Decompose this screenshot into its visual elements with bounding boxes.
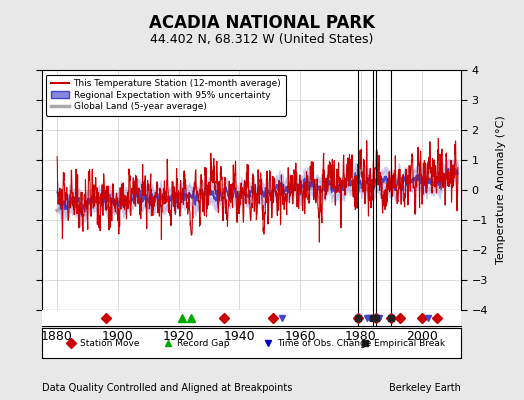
Text: Data Quality Controlled and Aligned at Breakpoints: Data Quality Controlled and Aligned at B… (42, 383, 292, 393)
Text: Berkeley Earth: Berkeley Earth (389, 383, 461, 393)
Text: 44.402 N, 68.312 W (United States): 44.402 N, 68.312 W (United States) (150, 33, 374, 46)
Y-axis label: Temperature Anomaly (°C): Temperature Anomaly (°C) (496, 116, 506, 264)
Text: Empirical Break: Empirical Break (374, 338, 445, 348)
Text: Station Move: Station Move (81, 338, 140, 348)
Text: 1940: 1940 (224, 330, 255, 343)
Text: 1900: 1900 (102, 330, 134, 343)
Text: 1960: 1960 (285, 330, 316, 343)
Text: Record Gap: Record Gap (177, 338, 230, 348)
Text: ACADIA NATIONAL PARK: ACADIA NATIONAL PARK (149, 14, 375, 32)
Text: 1980: 1980 (345, 330, 377, 343)
Text: Time of Obs. Change: Time of Obs. Change (278, 338, 372, 348)
Text: 1880: 1880 (41, 330, 73, 343)
Text: 1920: 1920 (163, 330, 194, 343)
Legend: This Temperature Station (12-month average), Regional Expectation with 95% uncer: This Temperature Station (12-month avera… (47, 74, 286, 116)
Text: 2000: 2000 (406, 330, 438, 343)
